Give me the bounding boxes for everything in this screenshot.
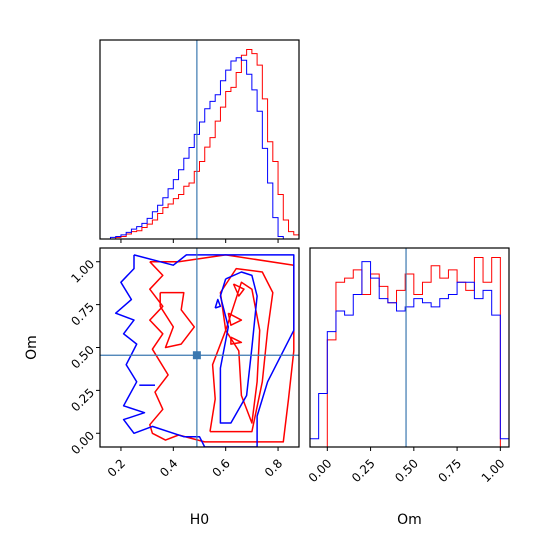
h0-om-contour-panel: 0.2 0.4 0.6 0.8 0.00 0.25 0.50 0.75 1.00 H0 Om [24,247,300,528]
om-hist-xlabel: Om [397,512,422,528]
contour-8 [219,271,258,424]
contour-xtick-label-3: 0.8 [262,456,285,479]
truth-marker [192,351,201,360]
contour-1 [159,291,196,349]
contour-2 [209,267,274,433]
contour-ylabel: Om [24,335,40,360]
contour-3 [224,281,261,424]
om-histogram-panel: 0.00 0.25 0.50 0.75 1.00 Om [306,247,510,528]
contour-6 [230,336,243,345]
contour-5 [227,312,243,326]
om-hist-series-1-step [310,261,509,440]
contour-ytick-label-1: 0.25 [68,386,97,415]
h0-hist-frame [99,39,300,240]
h0-hist-series-0-step [100,48,299,240]
om-hist-xtick-label-1: 0.25 [349,456,378,485]
contour-ytick-label-2: 0.50 [68,343,97,372]
contour-xtick-label-1: 0.4 [157,456,180,479]
contour-xtick-label-0: 0.2 [105,456,128,479]
contour-ytick-label-0: 0.00 [68,428,97,457]
h0-hist-series-1-step [100,57,299,240]
contour-0 [149,254,295,443]
contour-4 [232,283,245,297]
contour-ytick-label-3: 0.75 [68,300,97,329]
contour-7 [114,254,295,447]
contour-xtick-label-2: 0.6 [209,456,232,479]
contour-ytick-label-4: 1.00 [68,257,97,286]
om-hist-frame [309,247,510,448]
om-hist-xtick-label-4: 1.00 [479,456,508,485]
contour-9 [214,298,222,309]
contour-lines [100,248,299,447]
om-hist-series-0-step [310,256,509,448]
om-hist-xtick-label-0: 0.00 [306,456,335,485]
om-hist-xtick-label-3: 0.75 [436,456,465,485]
contour-xlabel: H0 [190,512,209,528]
om-hist-xtick-label-2: 0.50 [392,456,421,485]
h0-histogram-panel [99,39,300,243]
